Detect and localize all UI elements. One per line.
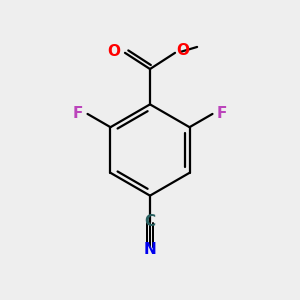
Text: N: N	[144, 242, 156, 257]
Text: O: O	[108, 44, 121, 59]
Text: F: F	[73, 106, 83, 122]
Text: F: F	[217, 106, 227, 122]
Text: O: O	[176, 43, 190, 58]
Text: C: C	[144, 214, 156, 229]
